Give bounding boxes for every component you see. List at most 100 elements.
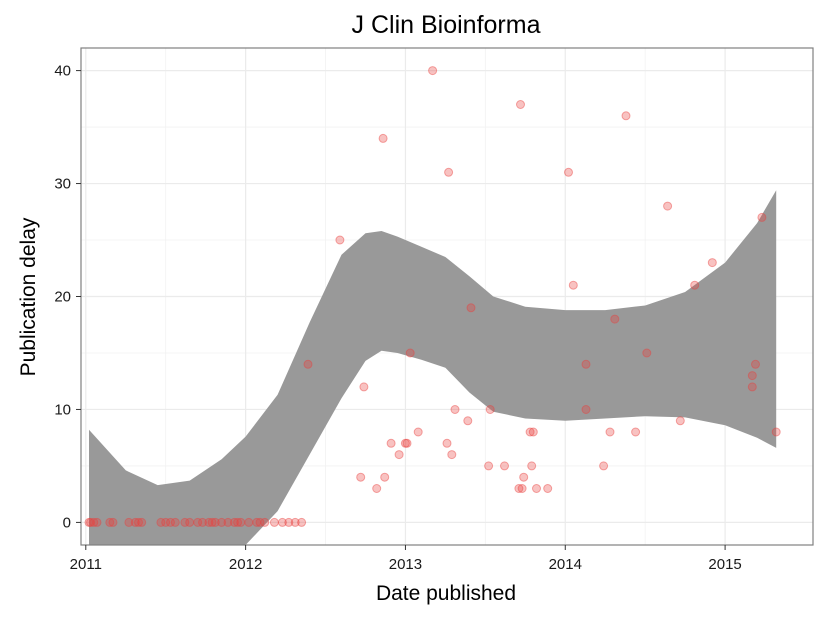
data-point (372, 484, 382, 493)
data-point (599, 461, 609, 471)
data-point (284, 517, 294, 527)
data-point (134, 517, 143, 527)
data-point (517, 484, 527, 493)
x-tick-label: 2011 (70, 556, 102, 573)
data-point (610, 314, 620, 324)
data-point (297, 517, 307, 527)
data-point (260, 517, 270, 527)
data-point (180, 517, 190, 527)
data-point (217, 517, 227, 527)
data-point (223, 517, 233, 527)
data-point (400, 438, 410, 448)
x-tick-label: 2012 (229, 556, 262, 573)
data-point (405, 348, 415, 358)
x-axis-title: Date published (376, 582, 516, 605)
data-point (233, 517, 243, 527)
data-point (485, 405, 495, 414)
data-point (356, 472, 366, 482)
data-point (193, 517, 203, 527)
data-point (442, 438, 452, 448)
data-point (210, 517, 220, 527)
data-point (185, 517, 195, 527)
chart-title: J Clin Bioinforma (352, 11, 541, 39)
data-point (751, 359, 760, 369)
data-point (207, 517, 217, 527)
x-tick-label: 2014 (549, 556, 582, 573)
data-point (747, 371, 757, 381)
data-point (204, 517, 214, 527)
data-point (124, 517, 134, 527)
data-point (137, 517, 147, 527)
data-point (528, 427, 538, 437)
data-point (269, 517, 279, 527)
data-point (450, 405, 460, 414)
smooth-confidence-ribbon (89, 190, 777, 546)
data-point (447, 450, 457, 460)
y-tick-label: 0 (63, 514, 71, 531)
data-point (514, 484, 524, 493)
data-point (707, 258, 717, 268)
y-axis-title: Publication delay (17, 217, 40, 376)
data-point (92, 517, 102, 527)
data-point (170, 517, 180, 527)
data-point (378, 133, 388, 143)
data-point (236, 517, 246, 527)
data-point (130, 517, 140, 527)
y-tick-label: 20 (54, 289, 71, 306)
data-point (747, 382, 757, 392)
data-point (290, 517, 300, 527)
data-point (568, 280, 578, 290)
data-point (564, 167, 573, 177)
data-point (516, 100, 525, 109)
data-point (527, 461, 537, 471)
data-point (444, 167, 454, 177)
data-point (500, 461, 509, 471)
data-point (466, 303, 476, 313)
x-tick-label: 2013 (389, 556, 422, 573)
data-point (166, 517, 175, 527)
data-point (86, 517, 96, 527)
data-point (581, 359, 591, 369)
data-point (255, 517, 265, 527)
data-point (463, 416, 473, 426)
y-axis: 0 10 20 30 40 (54, 63, 81, 531)
data-point (84, 517, 94, 527)
data-point (394, 450, 404, 460)
data-point (413, 427, 423, 437)
data-point (335, 235, 345, 245)
data-points (84, 66, 781, 527)
data-point (108, 517, 118, 527)
data-point (402, 438, 412, 448)
data-point (581, 405, 591, 414)
data-point (303, 359, 313, 369)
data-point (519, 472, 529, 482)
data-point (244, 517, 254, 527)
data-point (161, 517, 171, 527)
data-point (156, 517, 166, 527)
data-point (605, 427, 615, 437)
data-point (757, 212, 767, 222)
data-point (359, 382, 369, 392)
data-point (484, 461, 494, 471)
data-point (229, 517, 239, 527)
data-point (631, 427, 641, 437)
data-point (89, 517, 99, 527)
data-point (277, 517, 287, 527)
x-tick-label: 2015 (708, 556, 741, 573)
data-point (198, 517, 207, 527)
x-axis: 2011 2012 2013 2014 2015 (70, 545, 742, 573)
y-tick-label: 10 (54, 401, 71, 418)
y-tick-label: 30 (54, 176, 71, 193)
data-point (642, 348, 652, 358)
data-point (380, 472, 390, 482)
y-tick-label: 40 (54, 63, 71, 80)
data-point (428, 66, 438, 76)
data-point (690, 280, 700, 290)
data-point (252, 517, 262, 527)
data-point (386, 438, 396, 448)
data-point (771, 427, 781, 437)
data-point (543, 484, 553, 493)
data-point (675, 416, 685, 426)
data-point (663, 201, 673, 211)
